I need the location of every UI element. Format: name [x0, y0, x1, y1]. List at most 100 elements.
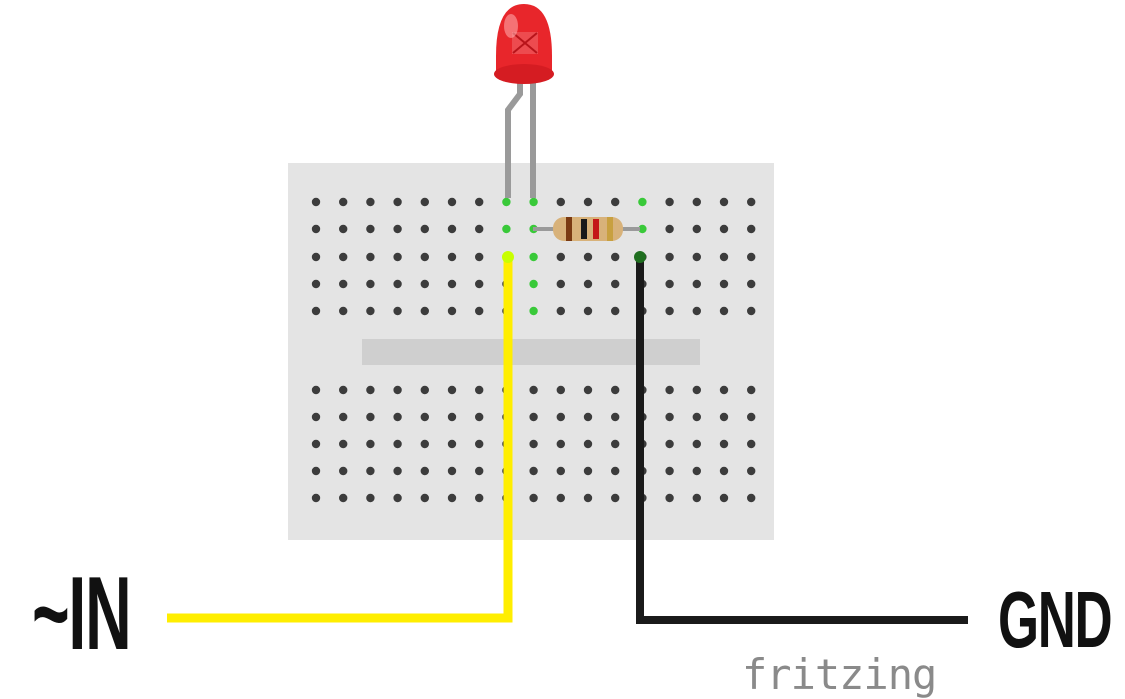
breadboard-hole: [692, 385, 701, 395]
input-wire: [167, 257, 513, 623]
breadboard-hole: [719, 493, 729, 503]
breadboard-hole: [475, 412, 484, 422]
breadboard-hole: [719, 412, 729, 422]
breadboard-hole: [611, 412, 620, 422]
breadboard-hole: [583, 493, 593, 503]
breadboard-hole: [747, 385, 756, 395]
breadboard-hole: [747, 252, 756, 262]
breadboard-hole: [556, 385, 565, 395]
breadboard-hole: [747, 439, 756, 449]
breadboard-hole: [583, 306, 593, 316]
breadboard-hole: [311, 466, 321, 476]
fritzing-logo: fritzing: [742, 650, 937, 699]
breadboard-hole: [692, 279, 701, 289]
breadboard-hole: [502, 224, 511, 234]
breadboard-hole: [583, 385, 593, 395]
breadboard-hole: [311, 439, 321, 449]
breadboard-hole: [556, 466, 565, 476]
breadboard-hole: [393, 197, 402, 207]
breadboard-hole: [339, 439, 348, 449]
breadboard-hole: [393, 412, 402, 422]
breadboard-hole: [747, 224, 756, 234]
breadboard-hole: [529, 412, 538, 422]
breadboard-hole: [475, 306, 484, 316]
breadboard-hole: [611, 279, 620, 289]
breadboard-hole: [311, 252, 321, 262]
breadboard-hole: [719, 252, 729, 262]
breadboard-hole: [339, 385, 348, 395]
breadboard-hole: [393, 252, 402, 262]
breadboard-hole: [393, 224, 402, 234]
breadboard-hole: [556, 306, 565, 316]
breadboard-hole: [529, 279, 538, 289]
breadboard-hole: [638, 224, 647, 234]
breadboard-hole: [447, 197, 457, 207]
breadboard-hole: [747, 412, 756, 422]
breadboard-hole: [447, 385, 457, 395]
ground-wire-end: [634, 251, 646, 263]
breadboard-hole: [393, 385, 402, 395]
breadboard-hole: [556, 439, 565, 449]
breadboard-hole: [366, 197, 375, 207]
breadboard-hole: [719, 306, 729, 316]
breadboard-hole: [665, 412, 674, 422]
ground-wire: [636, 257, 968, 624]
breadboard-hole: [311, 412, 321, 422]
breadboard-hole: [583, 197, 593, 207]
breadboard-hole: [747, 493, 756, 503]
breadboard-hole: [719, 385, 729, 395]
led-leg-cathode: [505, 80, 523, 198]
breadboard-hole: [420, 252, 429, 262]
breadboard-hole: [420, 412, 429, 422]
breadboard-hole: [502, 197, 511, 207]
breadboard-hole: [665, 466, 674, 476]
breadboard-hole: [529, 252, 538, 262]
breadboard-hole: [529, 493, 538, 503]
breadboard-hole: [611, 466, 620, 476]
breadboard-hole: [339, 279, 348, 289]
breadboard-hole: [366, 412, 375, 422]
breadboard-hole: [611, 439, 620, 449]
breadboard-hole: [611, 306, 620, 316]
breadboard-hole: [692, 224, 701, 234]
breadboard-hole: [420, 306, 429, 316]
breadboard-hole: [475, 197, 484, 207]
breadboard-hole: [366, 439, 375, 449]
breadboard-hole: [583, 279, 593, 289]
breadboard-hole: [475, 385, 484, 395]
breadboard-hole: [366, 224, 375, 234]
breadboard-hole: [747, 466, 756, 476]
breadboard-hole: [475, 224, 484, 234]
breadboard-hole: [583, 412, 593, 422]
breadboard-hole: [529, 306, 538, 316]
breadboard-hole: [475, 466, 484, 476]
breadboard-hole: [447, 412, 457, 422]
breadboard-hole: [556, 412, 565, 422]
breadboard-hole: [583, 466, 593, 476]
breadboard-hole: [475, 252, 484, 262]
breadboard-hole: [583, 439, 593, 449]
breadboard-hole: [339, 224, 348, 234]
breadboard-hole: [719, 439, 729, 449]
breadboard-hole: [665, 306, 674, 316]
breadboard-hole: [665, 224, 674, 234]
breadboard-hole: [475, 439, 484, 449]
led: [494, 4, 554, 84]
breadboard-hole: [583, 252, 593, 262]
breadboard-hole: [447, 306, 457, 316]
breadboard-hole: [339, 252, 348, 262]
breadboard-hole: [665, 493, 674, 503]
breadboard-hole: [611, 385, 620, 395]
breadboard-hole: [447, 224, 457, 234]
breadboard-hole: [393, 279, 402, 289]
breadboard-hole: [420, 439, 429, 449]
breadboard-hole: [529, 197, 538, 207]
breadboard-hole: [420, 224, 429, 234]
breadboard-hole: [692, 493, 701, 503]
breadboard-hole: [393, 306, 402, 316]
breadboard-hole: [747, 279, 756, 289]
breadboard-hole: [747, 306, 756, 316]
ground-label: GND: [998, 575, 1113, 664]
breadboard-hole: [747, 197, 756, 207]
breadboard-hole: [447, 493, 457, 503]
